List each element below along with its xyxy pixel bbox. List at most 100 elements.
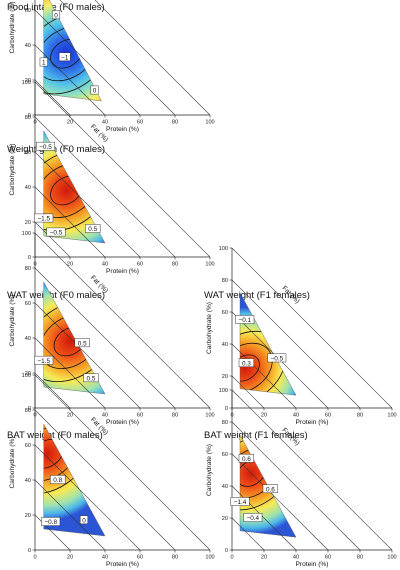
fat-isoline	[34, 372, 71, 409]
contour-label: −0.5	[50, 230, 63, 237]
y-tick-label: 80	[25, 115, 31, 121]
contour-label-box	[58, 52, 71, 62]
contour-label: 0.6	[242, 456, 251, 463]
contour-label-box	[36, 141, 55, 151]
fat-isoline	[231, 421, 361, 551]
x-tick-label: 60	[137, 262, 143, 268]
contour-label: −1	[61, 54, 69, 61]
contour-label-box	[238, 358, 255, 368]
panel-title: Weight gain (F0 males)	[7, 144, 105, 155]
fat-isoline	[94, 0, 211, 116]
x-tick-label: 0	[230, 555, 233, 561]
contour-label: −0.4	[246, 515, 259, 522]
x-tick-label: 60	[325, 413, 331, 419]
x-tick-label: 20	[67, 413, 73, 419]
x-tick-label: 40	[102, 262, 108, 268]
fat-isoline	[231, 453, 329, 551]
contour-label: 0.3	[242, 360, 251, 367]
x-tick-label: 80	[172, 555, 178, 561]
fat-isoline	[34, 409, 176, 551]
fat-isoline	[231, 343, 297, 409]
panel-3: WAT weight (F0 males) 0 20 40 60 80 100 0 20 40 60…	[7, 231, 215, 426]
heat-fill	[43, 282, 105, 394]
y-axis-label: Carbohydrate (%)	[9, 143, 16, 195]
panel-title: WAT weight (F0 males)	[7, 290, 105, 301]
fat-isoline	[34, 44, 106, 116]
y-tick-label: 100	[22, 373, 31, 379]
x-axis-label: Protein (%)	[106, 268, 139, 275]
fat-isoline	[34, 9, 141, 116]
contour-line-2	[240, 342, 273, 394]
contour-label-box	[90, 85, 99, 95]
fat-isoline	[231, 375, 265, 409]
contour-label-box	[46, 227, 66, 237]
fat-isoline	[34, 116, 176, 258]
contour-label: 0	[93, 88, 97, 95]
y-tick-label: 0	[225, 548, 228, 554]
contour-label-box	[238, 453, 255, 463]
panel-1: Food intake (F0 males)020406080100020406…	[7, 0, 215, 133]
domain-outline	[43, 281, 106, 395]
contour-label-box	[39, 57, 48, 67]
fat-isoline	[34, 186, 106, 258]
y-axis-label: Carbohydrate (%)	[206, 444, 213, 496]
contour-line-3	[43, 300, 105, 383]
y-tick-label: 20	[25, 513, 31, 519]
x-tick-label: 100	[205, 555, 214, 561]
x-axis-label: Protein (%)	[296, 561, 329, 568]
y-tick-label: 100	[219, 388, 228, 394]
panel-4: WAT weight (F1 females)02040608010002040…	[204, 246, 397, 426]
panel-title: WAT weight (F1 females)	[204, 290, 310, 301]
y-tick-label: 40	[25, 43, 31, 49]
fat-isoline	[34, 337, 106, 409]
contour-label: 0	[82, 517, 86, 524]
y-tick-label: 100	[22, 231, 31, 237]
y-tick-label: 0	[225, 406, 228, 412]
fat-isoline	[34, 151, 141, 258]
x-tick-label: 0	[33, 555, 36, 561]
x-tick-label: 80	[172, 262, 178, 268]
y-tick-label: 100	[22, 80, 31, 86]
y-tick-label: 0	[28, 255, 31, 261]
contour-label: −1.4	[234, 499, 247, 506]
contour-label: −0.5	[39, 144, 52, 151]
x-tick-label: 80	[357, 555, 363, 561]
x-tick-label: 40	[293, 413, 299, 419]
x-tick-label: 80	[172, 120, 178, 126]
x-tick-label: 100	[387, 555, 396, 561]
y-tick-label: 60	[222, 452, 228, 458]
fat-isoline	[231, 247, 393, 409]
x-axis-label: Protein (%)	[106, 561, 139, 568]
y-tick-label: 60	[25, 8, 31, 14]
contour-label-box	[83, 373, 99, 383]
contour-label-box	[243, 513, 263, 522]
fat-isoline	[34, 479, 106, 551]
fat-isoline	[59, 0, 176, 116]
contour-label: −0.5	[270, 356, 283, 363]
fat-isoline	[231, 517, 265, 551]
domain-outline	[43, 130, 106, 244]
domain-outline	[43, 0, 102, 102]
y-tick-label: 60	[222, 310, 228, 316]
x-tick-label: 80	[357, 413, 363, 419]
contour-label: −0.1	[238, 317, 251, 324]
y-tick-label: 0	[28, 406, 31, 412]
contour-label-box	[74, 338, 90, 348]
fat-isoline	[34, 267, 176, 409]
panel-title: BAT weight (F1 females)	[204, 430, 308, 441]
x-axis-label: Protein (%)	[296, 419, 329, 426]
panel-title: BAT weight (F0 males)	[7, 430, 103, 441]
domain-outline	[239, 292, 297, 396]
y-tick-label: 60	[25, 301, 31, 307]
fat-isoline	[34, 232, 211, 409]
x-axis-label: Protein (%)	[106, 126, 139, 133]
x-tick-label: 80	[172, 413, 178, 419]
contour-label: 0.8	[53, 477, 62, 484]
y-axis-label: Carbohydrate (%)	[9, 436, 16, 488]
contour-label: 0.5	[87, 375, 96, 382]
fat-isoline	[34, 81, 211, 258]
x-tick-label: 20	[261, 413, 267, 419]
fat-isoline	[231, 485, 297, 551]
y-tick-label: 40	[222, 484, 228, 490]
